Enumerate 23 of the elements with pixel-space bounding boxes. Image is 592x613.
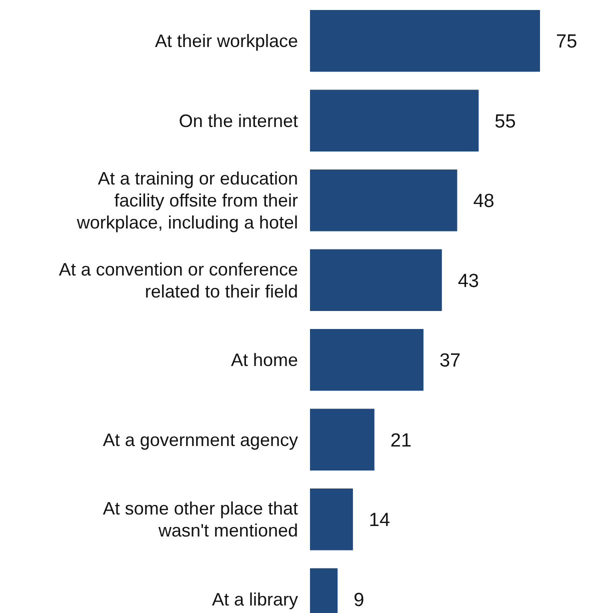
y-tick-label: At a training or education facility offsite from their workplace, including a hotel bbox=[76, 168, 298, 233]
bar bbox=[310, 408, 374, 470]
bar bbox=[310, 488, 353, 550]
y-tick-label: At a library bbox=[212, 589, 298, 610]
data-label: 75 bbox=[556, 32, 578, 53]
data-label: 21 bbox=[390, 430, 412, 452]
data-label: 55 bbox=[494, 111, 516, 132]
y-tick-label: At a convention or conference related to their field bbox=[58, 259, 298, 302]
bar bbox=[310, 90, 479, 152]
bar bbox=[310, 249, 442, 311]
y-tick-label: At their workplace bbox=[154, 31, 298, 52]
data-label: 37 bbox=[439, 350, 461, 372]
bar bbox=[310, 170, 458, 232]
y-tick-label: At home bbox=[230, 350, 298, 370]
y-tick-label: At a government agency bbox=[102, 430, 298, 450]
data-label: 48 bbox=[473, 191, 494, 212]
y-tick-label: At some other place that wasn't mentioned bbox=[102, 498, 298, 541]
y-tick-label: On the internet bbox=[178, 110, 298, 131]
bar bbox=[310, 329, 424, 391]
bar bbox=[310, 10, 540, 72]
data-label: 9 bbox=[354, 590, 364, 611]
data-label: 14 bbox=[368, 510, 390, 532]
data-label: 43 bbox=[458, 270, 480, 292]
